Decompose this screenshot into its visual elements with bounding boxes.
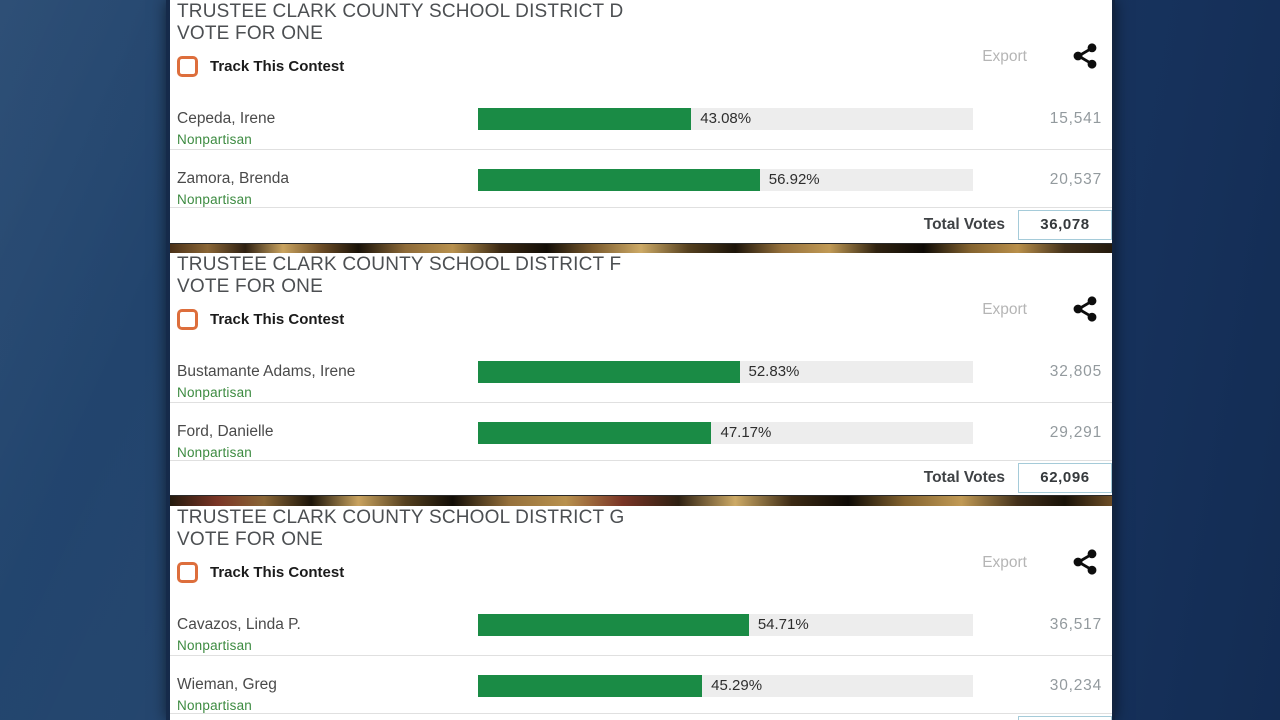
candidate-name: Cavazos, Linda P.: [177, 616, 301, 633]
track-this-contest-control[interactable]: Track This Contest: [177, 309, 344, 330]
background-photo-strip: [170, 495, 1112, 506]
total-votes-row: Total Votes 62,096: [170, 460, 1112, 495]
vote-share-bar: 45.29%: [478, 675, 973, 697]
export-button[interactable]: Export: [982, 48, 1027, 65]
candidate-info: Cepeda, Irene Nonpartisan: [177, 110, 275, 147]
vote-share-bar: 54.71%: [478, 614, 973, 636]
share-icon[interactable]: [1071, 548, 1099, 576]
candidate-name: Zamora, Brenda: [177, 170, 289, 187]
contest-title-line2: VOTE FOR ONE: [177, 22, 323, 44]
contest-panel-district-f: TRUSTEE CLARK COUNTY SCHOOL DISTRICT F V…: [170, 253, 1112, 495]
track-contest-checkbox[interactable]: [177, 309, 198, 330]
percent-label: 56.92%: [768, 171, 820, 188]
candidate-row: Bustamante Adams, Irene Nonpartisan 52.8…: [170, 356, 1112, 402]
total-votes-label: Total Votes: [924, 716, 1005, 720]
vote-share-bar-fill: [478, 108, 692, 130]
candidate-info: Cavazos, Linda P. Nonpartisan: [177, 616, 301, 653]
candidate-party: Nonpartisan: [177, 192, 252, 207]
contest-title-line1: TRUSTEE CLARK COUNTY SCHOOL DISTRICT G: [177, 507, 625, 528]
vote-share-bar-fill: [478, 422, 712, 444]
vote-share-bar-fill: [478, 614, 749, 636]
percent-label: 45.29%: [711, 677, 763, 694]
export-button[interactable]: Export: [982, 554, 1027, 571]
contest-panel-district-d: TRUSTEE CLARK COUNTY SCHOOL DISTRICT D V…: [170, 0, 1112, 243]
percent-label: 47.17%: [720, 424, 772, 441]
candidate-party: Nonpartisan: [177, 638, 252, 653]
total-votes-value: 36,078: [1018, 210, 1112, 240]
share-icon[interactable]: [1071, 295, 1099, 323]
total-votes-label: Total Votes: [923, 216, 1005, 233]
candidate-name: Ford, Danielle: [177, 423, 274, 440]
vote-count: 20,537: [1049, 171, 1102, 188]
results-content-column: TRUSTEE CLARK COUNTY SCHOOL DISTRICT D V…: [166, 0, 1115, 720]
export-button[interactable]: Export: [982, 301, 1027, 318]
contest-title: TRUSTEE CLARK COUNTY SCHOOL DISTRICT D V…: [177, 1, 623, 44]
track-this-contest-control[interactable]: Track This Contest: [177, 56, 344, 77]
vote-count: 30,234: [1049, 677, 1102, 694]
share-icon[interactable]: [1071, 42, 1099, 70]
vote-share-bar-fill: [478, 675, 703, 697]
total-votes-label: Total Votes: [923, 469, 1005, 486]
total-votes-row: Total Votes 36,078: [170, 207, 1112, 243]
vote-share-bar-fill: [478, 361, 740, 383]
candidate-info: Wieman, Greg Nonpartisan: [177, 676, 277, 713]
candidate-info: Ford, Danielle Nonpartisan: [177, 423, 274, 460]
vote-count: 29,291: [1049, 424, 1102, 441]
vote-count: 15,541: [1049, 110, 1102, 127]
total-votes-row: Total Votes: [170, 713, 1112, 720]
candidate-info: Bustamante Adams, Irene Nonpartisan: [177, 363, 355, 400]
vote-share-bar: 52.83%: [478, 361, 973, 383]
candidate-name: Bustamante Adams, Irene: [177, 363, 356, 380]
vote-count: 32,805: [1049, 363, 1102, 380]
vote-share-bar: 43.08%: [478, 108, 973, 130]
total-votes-value: 62,096: [1018, 463, 1112, 493]
track-contest-label: Track This Contest: [210, 58, 345, 75]
background-photo-strip: [170, 243, 1112, 253]
track-contest-label: Track This Contest: [210, 311, 345, 328]
track-contest-checkbox[interactable]: [177, 56, 198, 77]
vote-share-bar-fill: [478, 169, 760, 191]
track-this-contest-control[interactable]: Track This Contest: [177, 562, 344, 583]
total-votes-value: [1018, 716, 1112, 720]
contest-title: TRUSTEE CLARK COUNTY SCHOOL DISTRICT G V…: [177, 507, 624, 550]
percent-label: 43.08%: [700, 110, 752, 127]
vote-share-bar: 47.17%: [478, 422, 973, 444]
candidate-party: Nonpartisan: [177, 445, 252, 460]
contest-panel-district-g: TRUSTEE CLARK COUNTY SCHOOL DISTRICT G V…: [170, 506, 1112, 720]
track-contest-label: Track This Contest: [210, 564, 345, 581]
contest-title-line1: TRUSTEE CLARK COUNTY SCHOOL DISTRICT F: [177, 254, 622, 275]
candidate-name: Wieman, Greg: [177, 676, 277, 693]
candidate-party: Nonpartisan: [177, 385, 252, 400]
candidate-row: Cepeda, Irene Nonpartisan 43.08% 15,541: [170, 103, 1112, 149]
percent-label: 54.71%: [757, 616, 809, 633]
candidate-party: Nonpartisan: [177, 698, 252, 713]
candidate-row: Wieman, Greg Nonpartisan 45.29% 30,234: [170, 655, 1112, 713]
vote-share-bar: 56.92%: [478, 169, 973, 191]
contest-title-line2: VOTE FOR ONE: [177, 528, 323, 550]
percent-label: 52.83%: [748, 363, 800, 380]
candidate-name: Cepeda, Irene: [177, 110, 276, 127]
candidate-row: Ford, Danielle Nonpartisan 47.17% 29,291: [170, 402, 1112, 460]
candidate-row: Cavazos, Linda P. Nonpartisan 54.71% 36,…: [170, 609, 1112, 655]
vote-count: 36,517: [1049, 616, 1102, 633]
track-contest-checkbox[interactable]: [177, 562, 198, 583]
candidate-party: Nonpartisan: [177, 132, 252, 147]
candidate-info: Zamora, Brenda Nonpartisan: [177, 170, 289, 207]
contest-title-line1: TRUSTEE CLARK COUNTY SCHOOL DISTRICT D: [177, 1, 624, 22]
candidate-row: Zamora, Brenda Nonpartisan 56.92% 20,537: [170, 149, 1112, 207]
contest-title: TRUSTEE CLARK COUNTY SCHOOL DISTRICT F V…: [177, 254, 621, 297]
contest-title-line2: VOTE FOR ONE: [177, 275, 323, 297]
